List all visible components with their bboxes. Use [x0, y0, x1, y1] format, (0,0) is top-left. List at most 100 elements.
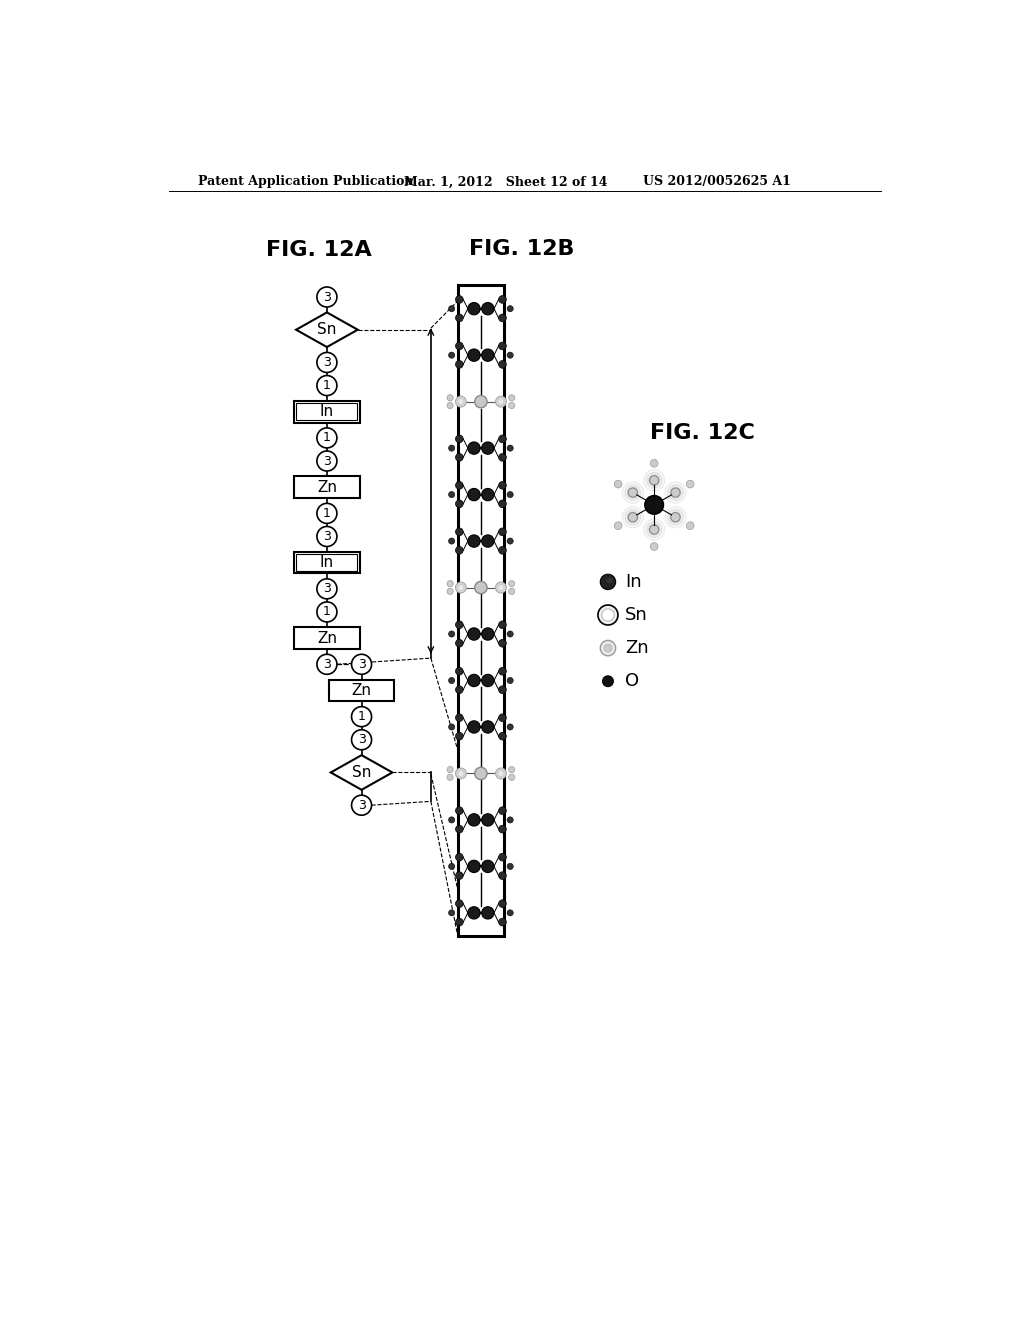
- Circle shape: [449, 631, 455, 638]
- Circle shape: [507, 539, 513, 544]
- Text: Zn: Zn: [625, 639, 648, 657]
- Circle shape: [507, 352, 513, 358]
- Bar: [458, 285, 504, 936]
- Text: Sn: Sn: [352, 766, 372, 780]
- Circle shape: [650, 543, 658, 550]
- Text: US 2012/0052625 A1: US 2012/0052625 A1: [643, 176, 791, 189]
- Circle shape: [447, 767, 454, 772]
- Circle shape: [481, 302, 494, 315]
- Circle shape: [646, 473, 662, 488]
- Circle shape: [456, 686, 463, 693]
- Circle shape: [622, 507, 644, 528]
- Circle shape: [456, 342, 463, 350]
- Circle shape: [671, 512, 680, 521]
- Circle shape: [481, 442, 494, 454]
- Circle shape: [316, 602, 337, 622]
- Circle shape: [646, 521, 662, 537]
- Circle shape: [602, 609, 614, 622]
- Text: 3: 3: [323, 582, 331, 595]
- Circle shape: [468, 675, 480, 686]
- Circle shape: [606, 577, 612, 583]
- Circle shape: [614, 521, 622, 529]
- Circle shape: [481, 675, 494, 686]
- Circle shape: [351, 655, 372, 675]
- Text: 3: 3: [357, 799, 366, 812]
- Bar: [294, 627, 359, 649]
- Circle shape: [456, 825, 463, 833]
- Circle shape: [351, 795, 372, 816]
- Bar: [294, 477, 359, 498]
- Circle shape: [481, 348, 494, 362]
- Circle shape: [456, 360, 463, 368]
- Circle shape: [496, 582, 506, 593]
- Circle shape: [649, 475, 658, 484]
- Circle shape: [468, 628, 480, 640]
- Circle shape: [456, 900, 463, 907]
- Text: 1: 1: [323, 432, 331, 445]
- Circle shape: [468, 488, 480, 500]
- Circle shape: [456, 546, 463, 554]
- Circle shape: [456, 500, 463, 508]
- Circle shape: [456, 853, 463, 861]
- Circle shape: [509, 775, 515, 780]
- Circle shape: [499, 314, 506, 322]
- Circle shape: [499, 360, 506, 368]
- Text: In: In: [625, 573, 641, 591]
- Circle shape: [625, 510, 641, 525]
- Text: In: In: [319, 404, 334, 420]
- Bar: [297, 404, 357, 420]
- Circle shape: [649, 475, 659, 486]
- Circle shape: [499, 342, 506, 350]
- Circle shape: [468, 348, 480, 362]
- Circle shape: [499, 546, 506, 554]
- Bar: [297, 554, 357, 572]
- Circle shape: [475, 581, 487, 594]
- Circle shape: [499, 733, 506, 741]
- Circle shape: [509, 395, 515, 401]
- Circle shape: [670, 512, 681, 523]
- Circle shape: [449, 677, 455, 684]
- Circle shape: [665, 482, 686, 503]
- Text: 3: 3: [323, 290, 331, 304]
- Circle shape: [498, 771, 504, 776]
- Circle shape: [507, 491, 513, 498]
- Circle shape: [600, 640, 615, 656]
- Circle shape: [456, 396, 466, 407]
- Circle shape: [456, 296, 463, 304]
- Circle shape: [449, 306, 455, 312]
- Circle shape: [507, 306, 513, 312]
- Text: 3: 3: [357, 733, 366, 746]
- Polygon shape: [331, 755, 392, 789]
- Circle shape: [509, 767, 515, 772]
- Circle shape: [456, 714, 463, 722]
- Text: 3: 3: [323, 454, 331, 467]
- Circle shape: [499, 900, 506, 907]
- Circle shape: [449, 723, 455, 730]
- Circle shape: [458, 585, 464, 590]
- Bar: [329, 680, 394, 701]
- Circle shape: [468, 813, 480, 826]
- Circle shape: [625, 484, 641, 500]
- Circle shape: [665, 507, 686, 528]
- Circle shape: [686, 480, 694, 488]
- Circle shape: [650, 459, 658, 467]
- Circle shape: [499, 482, 506, 490]
- Circle shape: [499, 454, 506, 461]
- Circle shape: [670, 487, 681, 498]
- Circle shape: [499, 871, 506, 879]
- Text: 3: 3: [323, 657, 331, 671]
- Circle shape: [456, 482, 463, 490]
- Text: 3: 3: [323, 356, 331, 370]
- Text: Zn: Zn: [316, 631, 337, 645]
- Circle shape: [468, 302, 480, 315]
- Bar: [294, 401, 359, 422]
- Circle shape: [447, 395, 454, 401]
- Circle shape: [671, 488, 680, 498]
- Circle shape: [447, 581, 454, 587]
- Circle shape: [447, 775, 454, 780]
- Circle shape: [316, 579, 337, 599]
- Circle shape: [481, 907, 494, 919]
- Circle shape: [499, 853, 506, 861]
- Circle shape: [499, 668, 506, 675]
- Circle shape: [468, 861, 480, 873]
